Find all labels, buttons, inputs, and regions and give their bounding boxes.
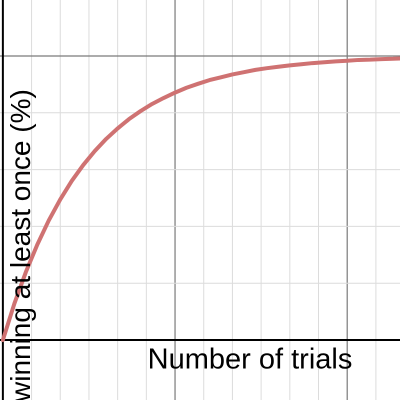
y-axis-label: winning at least once (%) <box>5 89 36 400</box>
x-axis-label: Number of trials <box>148 344 353 376</box>
curve <box>0 56 400 343</box>
plot <box>0 56 400 343</box>
